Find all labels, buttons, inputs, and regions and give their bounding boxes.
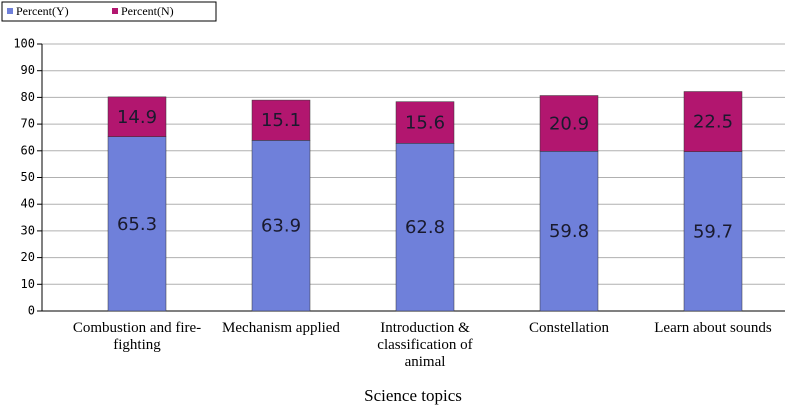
y-tick-label: 0 — [28, 304, 35, 318]
legend-label: Percent(Y) — [16, 4, 69, 18]
x-tick-label: Introduction & classification of animal — [377, 320, 473, 370]
y-tick-label: 40 — [21, 197, 35, 211]
x-tick-label: Combustion and fire-fighting — [72, 320, 202, 353]
bar-segment — [395, 101, 455, 144]
y-tick-label: 30 — [21, 223, 35, 237]
bar-segment — [395, 143, 455, 312]
value-label: 62.8 — [405, 217, 445, 238]
value-label: 59.8 — [549, 221, 589, 242]
bar-segment — [683, 151, 743, 312]
bar-segment — [251, 99, 311, 141]
x-tick-label: Learn about sounds — [654, 320, 772, 336]
y-tick-label: 60 — [21, 143, 35, 157]
x-axis-title: Science topics — [364, 386, 462, 405]
value-label: 14.9 — [117, 107, 157, 128]
y-tick-label: 80 — [21, 90, 35, 104]
value-label: 65.3 — [117, 214, 157, 235]
value-label: 22.5 — [693, 112, 733, 133]
bar-segment — [539, 95, 599, 152]
y-tick-label: 10 — [21, 277, 35, 291]
bar-segment — [683, 91, 743, 152]
legend-swatch — [112, 8, 118, 14]
y-tick-label: 70 — [21, 117, 35, 131]
x-tick-label: Constellation — [529, 320, 609, 336]
value-label: 15.1 — [261, 110, 301, 131]
bar-segment — [107, 136, 167, 312]
legend-label: Percent(N) — [121, 4, 174, 18]
x-tick-label: Mechanism applied — [222, 320, 340, 336]
value-label: 59.7 — [693, 221, 733, 242]
y-tick-label: 90 — [21, 63, 35, 77]
bar-segment — [107, 96, 167, 137]
y-tick-label: 20 — [21, 250, 35, 264]
value-label: 20.9 — [549, 113, 589, 134]
bar-segment — [539, 151, 599, 312]
value-label: 15.6 — [405, 112, 445, 133]
legend-box — [1, 1, 217, 22]
value-label: 63.9 — [261, 216, 301, 237]
y-tick-label: 50 — [21, 170, 35, 184]
y-tick-label: 100 — [13, 37, 35, 51]
bar-segment — [251, 140, 311, 312]
legend-swatch — [7, 8, 13, 14]
